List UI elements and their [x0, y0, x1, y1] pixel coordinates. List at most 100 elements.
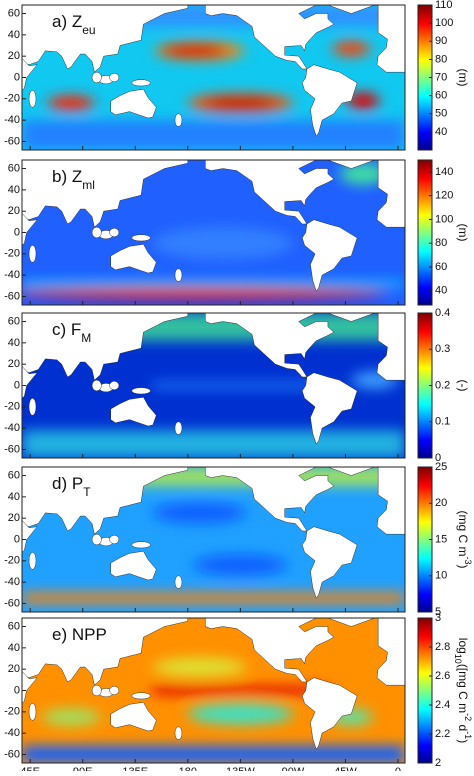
- y-tick-label: -40: [4, 576, 20, 588]
- colorbar-tick-label: 60: [435, 90, 447, 102]
- colorbar-tick-label: 0.2: [435, 379, 450, 391]
- y-tick-label: 60: [8, 469, 20, 481]
- unit-part: d: [456, 721, 470, 731]
- colorbar-tick-label: 40: [435, 126, 447, 138]
- x-tick-label: 135E: [122, 766, 148, 771]
- y-tick-label: 20: [8, 50, 20, 62]
- colorbar-tick-label: 15: [435, 533, 447, 545]
- colorbar-tick-label: 50: [435, 108, 447, 120]
- panel-label: a) Zeu: [52, 12, 96, 37]
- y-tick-label: 60: [8, 620, 20, 632]
- panel-label-text: e) NPP: [52, 625, 107, 644]
- map-e: [22, 618, 405, 763]
- y-tick-label: 60: [8, 315, 20, 327]
- panel-label: d) PT: [52, 474, 91, 499]
- x-tick-label: 45W: [334, 766, 357, 771]
- unit-part: ([mg C m: [456, 664, 470, 713]
- y-tick-label: -40: [4, 269, 20, 281]
- colorbar-tick-label: 40: [435, 285, 447, 297]
- colorbar-tick-label: 140: [435, 166, 453, 178]
- unit-part: (mg C m: [456, 510, 470, 556]
- y-tick-label: -60: [4, 748, 20, 760]
- y-tick-label: -60: [4, 443, 20, 455]
- colorbar-unit: (mg C m-3): [456, 510, 473, 568]
- colorbar-tick-label: 2.4: [435, 699, 450, 711]
- unit-part: (-): [456, 380, 470, 392]
- unit-part: (m): [456, 224, 470, 242]
- colorbar-tick-label: 2.8: [435, 641, 450, 653]
- unit-part: -2: [463, 713, 473, 721]
- unit-part: -1: [463, 731, 473, 739]
- y-tick-label: 0: [14, 684, 20, 696]
- colorbar-tick-label: 90: [435, 35, 447, 47]
- colorbar-tick-label: 3: [435, 612, 441, 624]
- panel-label: b) Zml: [52, 167, 95, 192]
- y-tick-label: 20: [8, 512, 20, 524]
- y-tick-label: 40: [8, 29, 20, 41]
- colorbar-tick-label: 25: [435, 461, 447, 473]
- y-tick-label: -60: [4, 597, 20, 609]
- map-c: [22, 313, 405, 458]
- colorbar-tick-label: 2.6: [435, 670, 450, 682]
- unit-part: (m): [456, 69, 470, 87]
- panel-label-text: a) Z: [52, 12, 82, 31]
- colorbar-tick-label: 70: [435, 71, 447, 83]
- unit-part: ): [456, 739, 470, 743]
- y-tick-label: 60: [8, 7, 20, 19]
- x-tick-label: 45E: [20, 766, 40, 771]
- y-tick-label: -20: [4, 401, 20, 413]
- colorbar-tick-label: 0.1: [435, 416, 450, 428]
- colorbar-tick-label: 100: [435, 17, 453, 29]
- colorbar-tick-label: 100: [435, 213, 453, 225]
- y-tick-label: 40: [8, 337, 20, 349]
- y-tick-label: -60: [4, 290, 20, 302]
- colorbar: [417, 617, 433, 764]
- panel-label-sub: ml: [82, 178, 95, 192]
- colorbar-tick-label: 0.3: [435, 343, 450, 355]
- colorbar-tick-label: 80: [435, 237, 447, 249]
- y-tick-label: 60: [8, 162, 20, 174]
- y-tick-label: -20: [4, 555, 20, 567]
- panel-label-text: b) Z: [52, 167, 82, 186]
- colorbar-tick-label: 0: [435, 452, 441, 464]
- unit-part: 10: [453, 654, 463, 664]
- y-tick-label: 40: [8, 184, 20, 196]
- x-tick-label: 180: [179, 766, 197, 771]
- colorbar-unit: (m): [456, 224, 470, 242]
- colorbar-tick-label: 5: [435, 606, 441, 618]
- panel-label-sub: T: [83, 485, 91, 499]
- unit-part: log: [456, 638, 470, 654]
- y-tick-label: 0: [14, 379, 20, 391]
- colorbar-tick-label: 20: [435, 497, 447, 509]
- panel-label-sub: M: [81, 331, 91, 345]
- colorbar-tick-label: 80: [435, 53, 447, 65]
- panel-label-sub: eu: [82, 23, 95, 37]
- x-tick-label: 0: [395, 766, 401, 771]
- y-tick-label: 40: [8, 642, 20, 654]
- y-tick-label: 20: [8, 663, 20, 675]
- x-tick-label: 90W: [282, 766, 305, 771]
- panel-label-text: c) F: [52, 320, 81, 339]
- colorbar-unit: (-): [456, 380, 470, 392]
- y-tick-label: 20: [8, 358, 20, 370]
- x-tick-label: 135W: [226, 766, 255, 771]
- y-tick-label: -20: [4, 248, 20, 260]
- colorbar-unit: (m): [456, 69, 470, 87]
- y-tick-label: 20: [8, 205, 20, 217]
- map-b: [22, 160, 405, 305]
- y-tick-label: 0: [14, 533, 20, 545]
- colorbar-tick-label: 2: [435, 757, 441, 769]
- colorbar-unit: log10([mg C m-2 d-1): [453, 638, 473, 743]
- y-tick-label: -60: [4, 135, 20, 147]
- colorbar-tick-label: 0.4: [435, 307, 450, 319]
- colorbar-tick-label: 10: [435, 570, 447, 582]
- map-d: [22, 467, 405, 612]
- colorbar: [417, 159, 433, 306]
- panel-label: c) FM: [52, 320, 91, 345]
- panel-label-text: d) P: [52, 474, 83, 493]
- unit-part: ): [456, 565, 470, 569]
- colorbar-tick-label: 110: [435, 0, 453, 11]
- y-tick-label: 0: [14, 71, 20, 83]
- panel-label: e) NPP: [52, 625, 107, 644]
